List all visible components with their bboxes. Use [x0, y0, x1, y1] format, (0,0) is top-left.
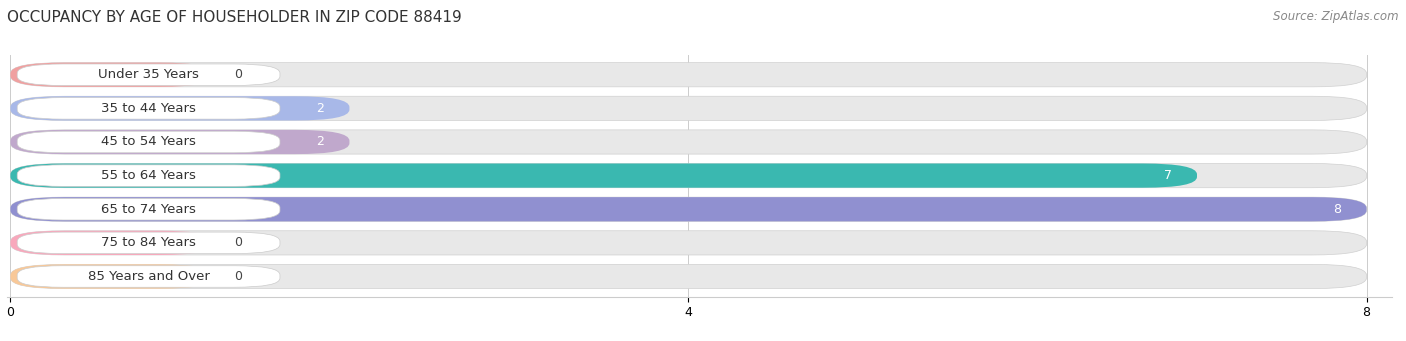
Text: 65 to 74 Years: 65 to 74 Years — [101, 203, 195, 216]
FancyBboxPatch shape — [17, 232, 280, 254]
FancyBboxPatch shape — [10, 63, 1367, 87]
FancyBboxPatch shape — [10, 197, 1367, 221]
Text: 35 to 44 Years: 35 to 44 Years — [101, 102, 195, 115]
Text: 2: 2 — [316, 102, 323, 115]
Text: OCCUPANCY BY AGE OF HOUSEHOLDER IN ZIP CODE 88419: OCCUPANCY BY AGE OF HOUSEHOLDER IN ZIP C… — [7, 10, 461, 25]
Text: Source: ZipAtlas.com: Source: ZipAtlas.com — [1274, 10, 1399, 23]
FancyBboxPatch shape — [17, 64, 280, 86]
FancyBboxPatch shape — [17, 198, 280, 220]
Text: 0: 0 — [235, 270, 242, 283]
FancyBboxPatch shape — [10, 231, 214, 255]
FancyBboxPatch shape — [10, 264, 214, 288]
FancyBboxPatch shape — [10, 130, 350, 154]
FancyBboxPatch shape — [17, 266, 280, 287]
FancyBboxPatch shape — [17, 165, 280, 187]
FancyBboxPatch shape — [10, 264, 1367, 288]
Text: 7: 7 — [1164, 169, 1171, 182]
FancyBboxPatch shape — [17, 131, 280, 153]
Text: 55 to 64 Years: 55 to 64 Years — [101, 169, 195, 182]
FancyBboxPatch shape — [10, 130, 1367, 154]
FancyBboxPatch shape — [17, 98, 280, 119]
FancyBboxPatch shape — [10, 96, 1367, 120]
Text: 85 Years and Over: 85 Years and Over — [87, 270, 209, 283]
Text: Under 35 Years: Under 35 Years — [98, 68, 200, 81]
Text: 45 to 54 Years: 45 to 54 Years — [101, 135, 195, 148]
Text: 2: 2 — [316, 135, 323, 148]
Text: 0: 0 — [235, 236, 242, 249]
FancyBboxPatch shape — [10, 63, 214, 87]
FancyBboxPatch shape — [10, 231, 1367, 255]
FancyBboxPatch shape — [10, 96, 350, 120]
FancyBboxPatch shape — [10, 164, 1367, 188]
FancyBboxPatch shape — [10, 197, 1367, 221]
FancyBboxPatch shape — [10, 164, 1197, 188]
Text: 75 to 84 Years: 75 to 84 Years — [101, 236, 195, 249]
Text: 0: 0 — [235, 68, 242, 81]
Text: 8: 8 — [1333, 203, 1341, 216]
